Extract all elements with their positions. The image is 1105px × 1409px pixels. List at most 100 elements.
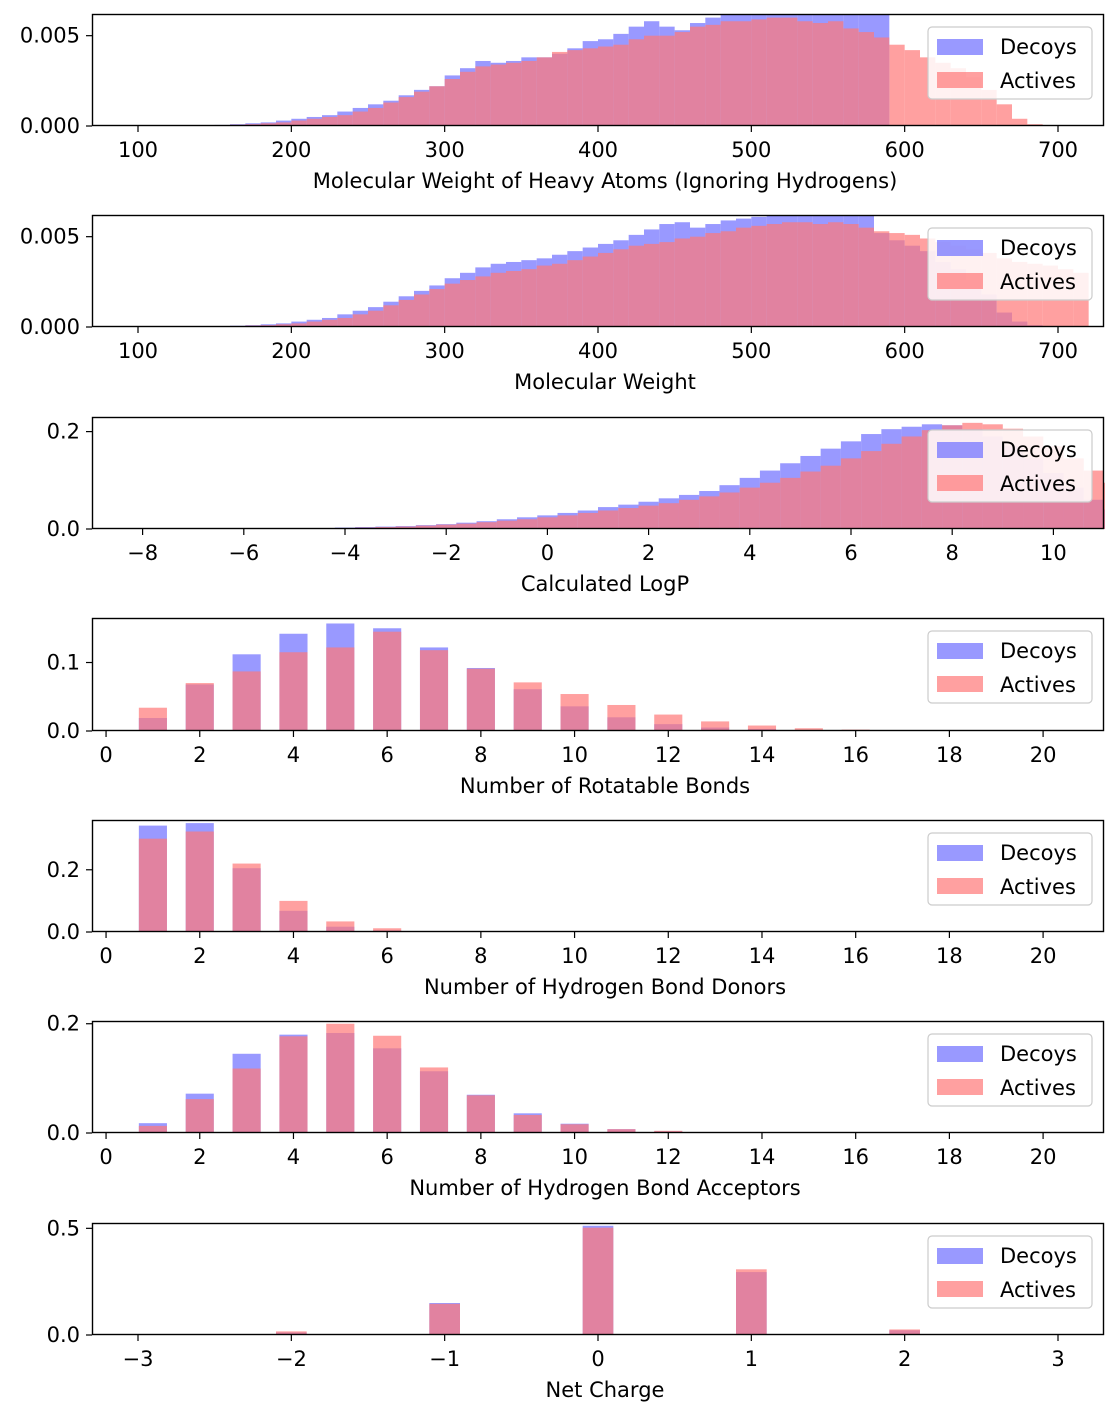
bar-actives-4 — [279, 901, 307, 932]
bar-actives-24 — [537, 57, 552, 126]
bar-actives-3 — [233, 1069, 261, 1133]
bar-actives-41 — [797, 21, 812, 126]
x-tick-label: 2 — [193, 944, 206, 968]
bar-actives-12 — [353, 314, 368, 327]
bar-actives-19 — [460, 280, 475, 327]
legend-swatch-actives — [937, 1079, 983, 1095]
bar-actives-8 — [467, 669, 495, 731]
bar-actives-27 — [583, 48, 598, 126]
legend-label-decoys: Decoys — [1000, 35, 1077, 59]
x-tick-label: −1 — [429, 1347, 460, 1371]
bar-actives-13 — [368, 311, 383, 327]
legend-swatch-actives — [937, 273, 983, 289]
x-tick-label: 20 — [1030, 743, 1057, 767]
legend-swatch-decoys — [937, 643, 983, 659]
bar-actives-15 — [578, 513, 598, 529]
x-tick-label: 400 — [578, 339, 618, 363]
bar-actives-39 — [767, 18, 782, 126]
x-tick-label: 2 — [642, 541, 655, 565]
x-tick-label: 16 — [842, 944, 869, 968]
bar-actives-7 — [420, 1067, 448, 1133]
x-tick-label: 600 — [885, 339, 925, 363]
bar-actives-17 — [429, 86, 444, 126]
bar-actives-42 — [813, 23, 828, 126]
bar-actives-35 — [705, 25, 720, 126]
bar-actives-23 — [740, 488, 760, 529]
bar-actives-46 — [874, 231, 889, 327]
bar-actives-10 — [561, 1124, 589, 1133]
bar-actives-12 — [517, 519, 537, 529]
legend-label-actives: Actives — [1000, 875, 1076, 899]
bar-actives-4 — [279, 1036, 307, 1133]
bar-actives-31 — [902, 436, 922, 529]
bar-actives-31 — [644, 36, 659, 126]
x-tick-label: 100 — [118, 339, 158, 363]
bar-actives-22 — [719, 492, 739, 529]
x-tick-label: −3 — [123, 1347, 154, 1371]
x-tick-label: 12 — [655, 944, 682, 968]
bar-actives-27 — [583, 257, 598, 327]
bar-actives-26 — [567, 260, 582, 327]
bar-actives-42 — [813, 224, 828, 327]
bar-actives-14 — [383, 103, 398, 126]
bar-actives-19 — [460, 72, 475, 126]
bar-actives-2 — [429, 1304, 460, 1335]
bar-actives-6 — [373, 1036, 401, 1133]
x-tick-label: 14 — [749, 1145, 776, 1169]
x-tick-label: 12 — [655, 743, 682, 767]
legend: Decoys Actives — [928, 1034, 1092, 1106]
x-axis-label: Molecular Weight — [514, 370, 696, 394]
bar-actives-13 — [537, 517, 557, 529]
bar-actives-5 — [326, 1024, 354, 1133]
y-tick-label: 0.2 — [47, 420, 80, 444]
bar-actives-14 — [383, 305, 398, 327]
y-tick-label: 0.5 — [47, 1216, 80, 1240]
legend-label-decoys: Decoys — [1000, 1042, 1077, 1066]
bar-actives-3 — [583, 1228, 614, 1335]
bar-actives-22 — [506, 271, 521, 327]
x-tick-label: 14 — [749, 944, 776, 968]
bar-actives-46 — [874, 37, 889, 126]
bar-actives-43 — [828, 21, 843, 126]
x-tick-label: 18 — [936, 944, 963, 968]
bar-actives-15 — [399, 97, 414, 126]
x-tick-label: 18 — [936, 743, 963, 767]
x-axis-label: Number of Rotatable Bonds — [460, 774, 750, 798]
x-tick-label: 18 — [936, 1145, 963, 1169]
bar-actives-32 — [659, 242, 674, 327]
x-tick-label: 700 — [1038, 339, 1078, 363]
bar-actives-26 — [567, 50, 582, 126]
x-tick-label: 10 — [561, 944, 588, 968]
y-tick-label: 0.0 — [47, 719, 80, 743]
bar-actives-25 — [552, 52, 567, 126]
bar-actives-54 — [997, 104, 1012, 126]
x-axis-label: Number of Hydrogen Bond Donors — [424, 975, 786, 999]
x-tick-label: 2 — [193, 1145, 206, 1169]
bar-actives-16 — [598, 511, 618, 530]
x-tick-label: 0 — [99, 743, 112, 767]
bar-actives-20 — [679, 500, 699, 529]
bar-actives-28 — [841, 458, 861, 529]
series-actives — [139, 832, 495, 932]
x-tick-label: 300 — [425, 339, 465, 363]
bar-actives-1 — [139, 708, 167, 731]
x-axis-label: Net Charge — [546, 1378, 665, 1402]
legend-label-actives: Actives — [1000, 1076, 1076, 1100]
x-tick-label: 10 — [561, 743, 588, 767]
bar-actives-40 — [782, 222, 797, 327]
legend-label-actives: Actives — [1000, 472, 1076, 496]
legend-label-decoys: Decoys — [1000, 841, 1077, 865]
bar-actives-23 — [521, 61, 536, 126]
y-tick-label: 0.005 — [20, 24, 80, 48]
bar-actives-30 — [881, 444, 901, 529]
x-tick-label: 16 — [842, 743, 869, 767]
x-tick-label: 6 — [380, 1145, 393, 1169]
legend-label-decoys: Decoys — [1000, 639, 1077, 663]
